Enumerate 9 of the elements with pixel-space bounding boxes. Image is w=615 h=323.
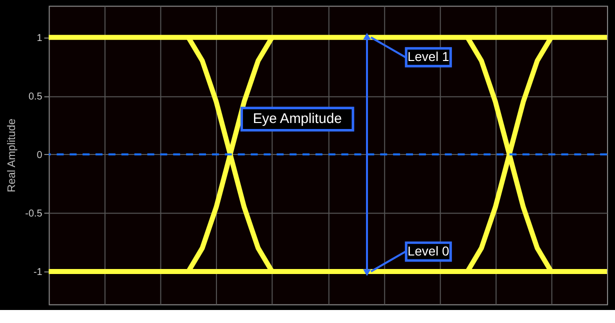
annotation: Level 1 bbox=[408, 49, 450, 64]
y-axis-title: Real Amplitude bbox=[6, 118, 18, 192]
y-tick-label: 1 bbox=[36, 32, 43, 44]
y-tick-label: -0.5 bbox=[25, 208, 43, 220]
annotation: Level 0 bbox=[408, 244, 450, 259]
y-tick-label: -1 bbox=[33, 266, 43, 278]
annotation: Eye Amplitude bbox=[252, 110, 342, 126]
y-tick-label: 0 bbox=[36, 150, 43, 161]
y-tick-label: 0.5 bbox=[28, 91, 43, 102]
